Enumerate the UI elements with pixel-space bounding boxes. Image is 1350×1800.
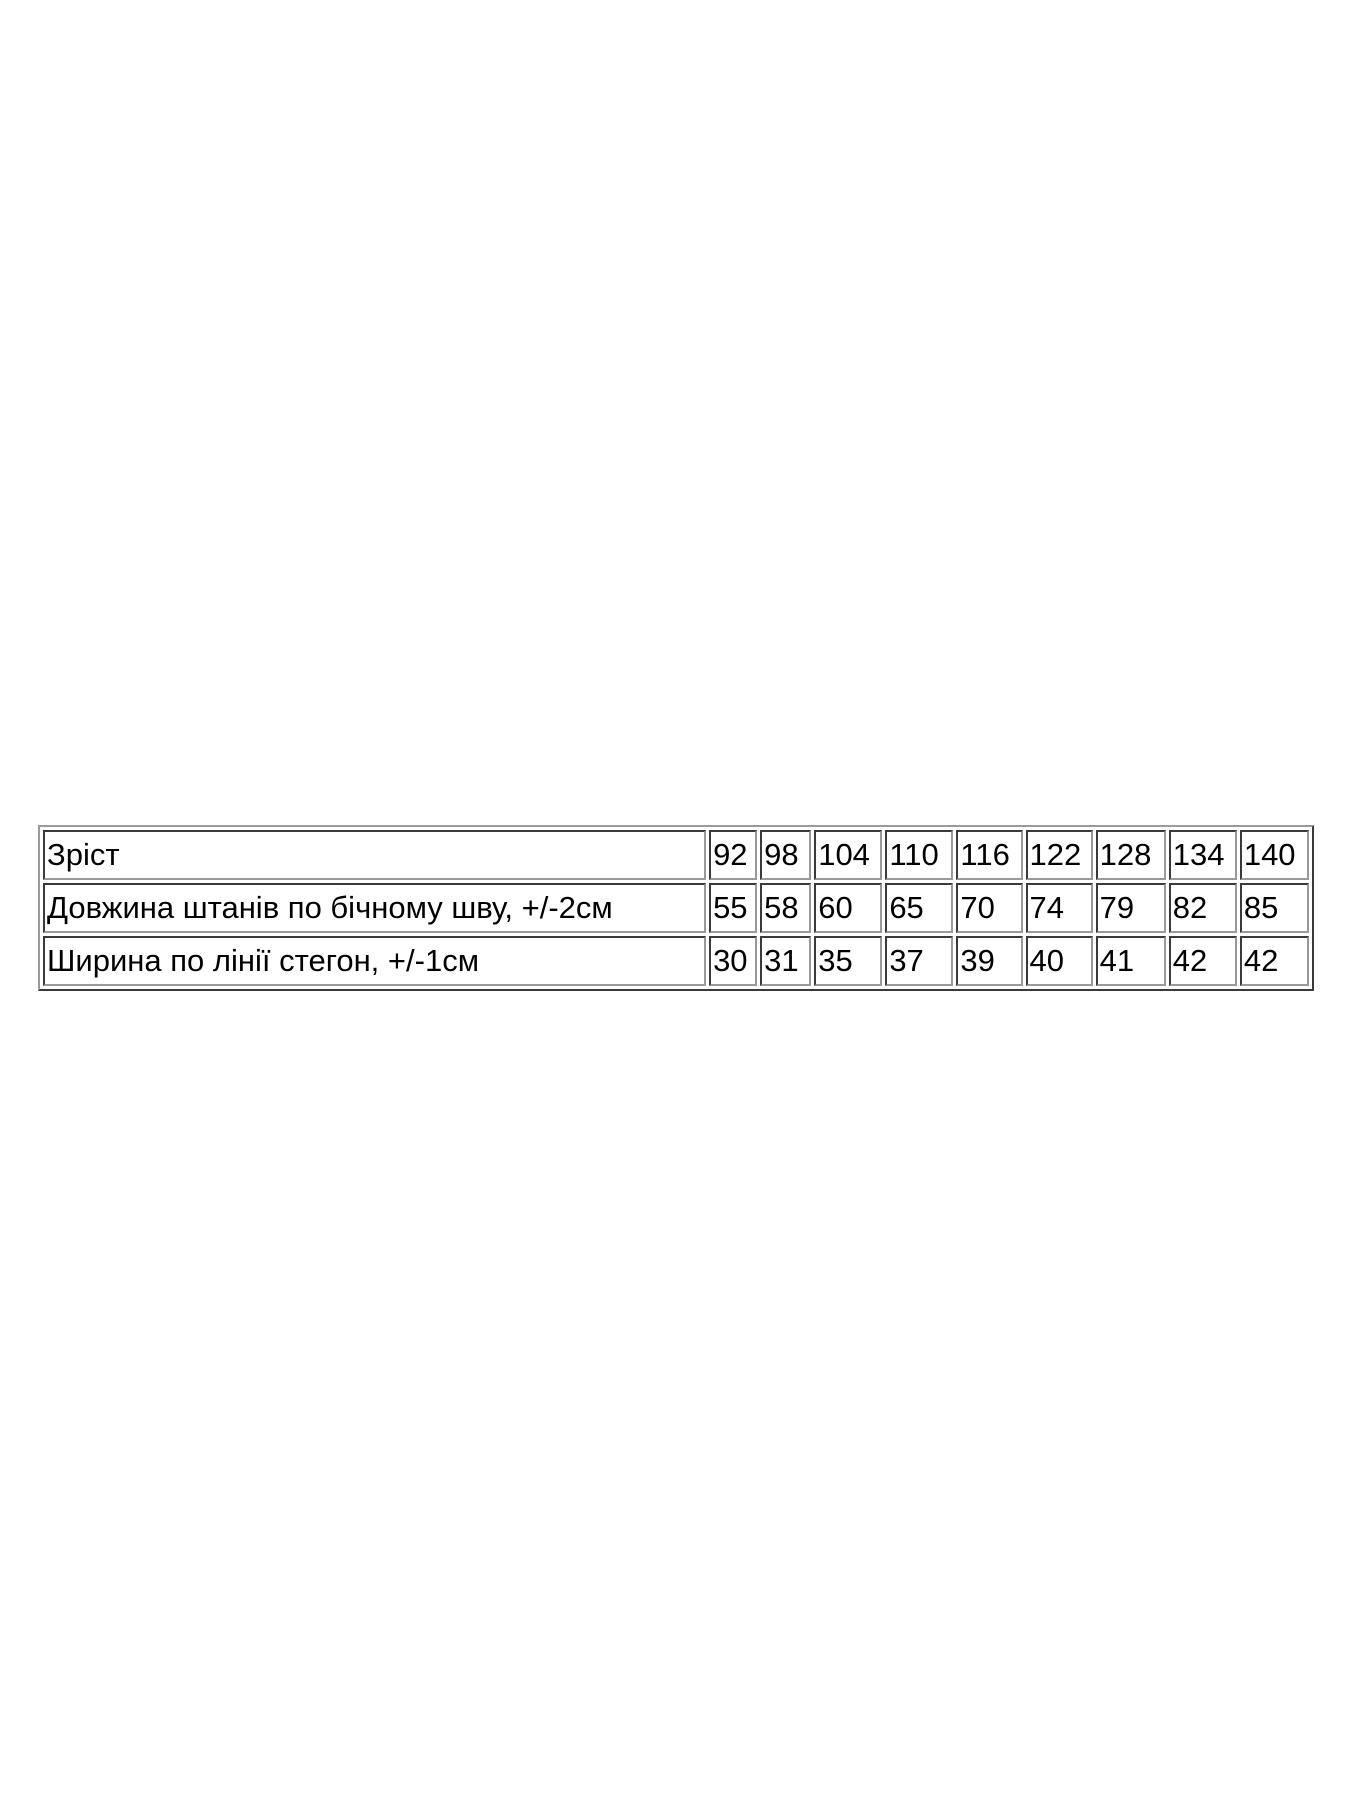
table-cell: 79 bbox=[1095, 883, 1166, 933]
row-label: Зріст bbox=[43, 830, 707, 880]
row-label: Довжина штанів по бічному шву, +/-2см bbox=[43, 883, 707, 933]
table-cell: 74 bbox=[1025, 883, 1093, 933]
height-row: Зріст 92 98 104 110 116 122 128 134 140 bbox=[43, 830, 1309, 880]
table-cell: 42 bbox=[1239, 936, 1309, 986]
table-cell: 39 bbox=[956, 936, 1023, 986]
table-cell: 40 bbox=[1025, 936, 1093, 986]
table-cell: 82 bbox=[1168, 883, 1237, 933]
row-label: Ширина по лінії стегон, +/-1см bbox=[43, 936, 707, 986]
table-cell: 30 bbox=[709, 936, 758, 986]
hip-width-row: Ширина по лінії стегон, +/-1см 30 31 35 37 39… bbox=[43, 936, 1309, 986]
table-cell: 42 bbox=[1168, 936, 1237, 986]
table-cell: 70 bbox=[956, 883, 1023, 933]
table-cell: 116 bbox=[956, 830, 1023, 880]
table-cell: 134 bbox=[1168, 830, 1237, 880]
table-cell: 41 bbox=[1095, 936, 1166, 986]
table-cell: 122 bbox=[1025, 830, 1093, 880]
table-cell: 92 bbox=[709, 830, 758, 880]
trouser-length-row: Довжина штанів по бічному шву, +/-2см 55 5… bbox=[43, 883, 1309, 933]
table-cell: 31 bbox=[760, 936, 812, 986]
table-cell: 85 bbox=[1239, 883, 1309, 933]
table-cell: 104 bbox=[814, 830, 883, 880]
table-cell: 65 bbox=[885, 883, 954, 933]
table-cell: 35 bbox=[814, 936, 883, 986]
table-cell: 98 bbox=[760, 830, 812, 880]
table-cell: 140 bbox=[1239, 830, 1309, 880]
table-cell: 37 bbox=[885, 936, 954, 986]
table-cell: 128 bbox=[1095, 830, 1166, 880]
size-chart-table: Зріст 92 98 104 110 116 122 128 134 140 Довжина шт… bbox=[38, 825, 1314, 991]
table-cell: 110 bbox=[885, 830, 954, 880]
table-cell: 60 bbox=[814, 883, 883, 933]
table-cell: 58 bbox=[760, 883, 812, 933]
table-cell: 55 bbox=[709, 883, 758, 933]
